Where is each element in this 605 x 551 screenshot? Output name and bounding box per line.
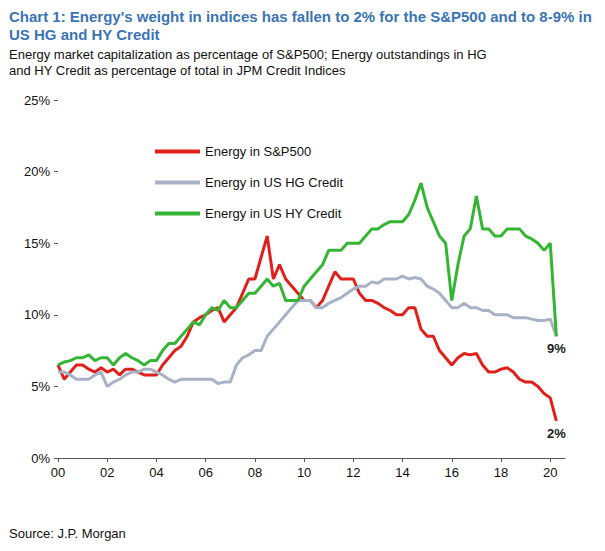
svg-text:9%: 9% (547, 341, 566, 356)
svg-text:08: 08 (248, 465, 262, 480)
svg-text:2%: 2% (547, 426, 566, 441)
svg-text:Energy in US HY Credit: Energy in US HY Credit (205, 206, 342, 221)
svg-text:14: 14 (395, 465, 409, 480)
svg-text:and HY Credit as percentage of: and HY Credit as percentage of total in … (9, 63, 346, 78)
svg-text:00: 00 (51, 465, 65, 480)
svg-text:US HG and HY Credit: US HG and HY Credit (9, 26, 160, 43)
svg-text:18: 18 (494, 465, 508, 480)
svg-text:16: 16 (445, 465, 459, 480)
svg-text:Chart 1: Energy's weight in in: Chart 1: Energy's weight in indices has … (9, 8, 596, 25)
svg-text:Source: J.P. Morgan: Source: J.P. Morgan (9, 526, 126, 541)
svg-text:20: 20 (543, 465, 557, 480)
svg-text:15%: 15% (24, 236, 50, 251)
svg-text:02: 02 (100, 465, 114, 480)
svg-text:10: 10 (297, 465, 311, 480)
svg-text:25%: 25% (24, 93, 50, 108)
svg-text:20%: 20% (24, 164, 50, 179)
svg-text:06: 06 (198, 465, 212, 480)
svg-text:Energy in US HG Credit: Energy in US HG Credit (205, 175, 343, 190)
svg-text:5%: 5% (31, 379, 50, 394)
svg-text:Energy in S&P500: Energy in S&P500 (205, 144, 311, 159)
svg-text:0%: 0% (31, 451, 50, 466)
svg-text:Energy market capitalization a: Energy market capitalization as percenta… (9, 47, 490, 62)
svg-text:04: 04 (149, 465, 163, 480)
svg-text:12: 12 (346, 465, 360, 480)
svg-text:10%: 10% (24, 307, 50, 322)
